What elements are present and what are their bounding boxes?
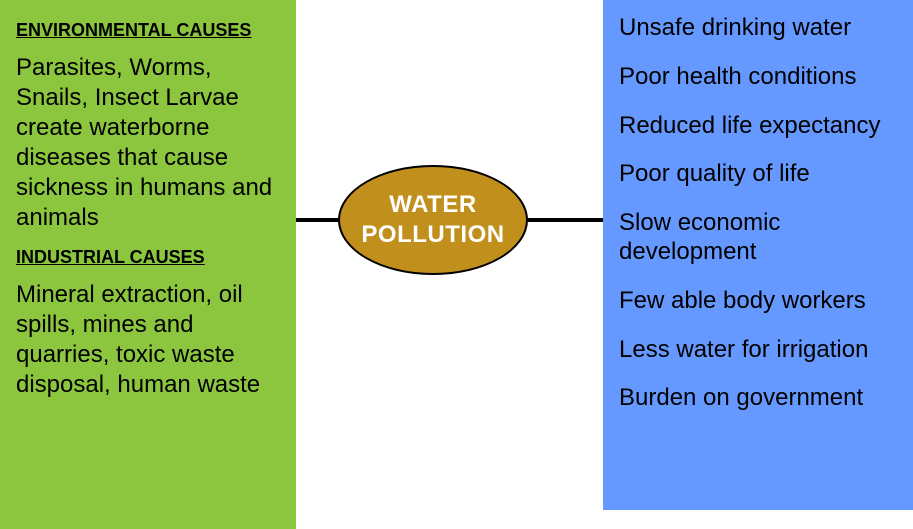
connector-left <box>296 218 344 222</box>
effect-item: Reduced life expectancy <box>619 112 897 141</box>
center-topic-oval: WATER POLLUTION <box>338 165 528 275</box>
effect-item: Unsafe drinking water <box>619 14 897 43</box>
connector-right <box>520 218 603 222</box>
effect-item: Less water for irrigation <box>619 336 897 365</box>
effects-panel: Unsafe drinking water Poor health condit… <box>603 0 913 510</box>
effect-item: Poor health conditions <box>619 63 897 92</box>
center-topic-label: WATER POLLUTION <box>361 190 504 250</box>
center-topic-line2: POLLUTION <box>361 221 504 248</box>
effect-item: Burden on government <box>619 384 897 413</box>
effect-item: Poor quality of life <box>619 160 897 189</box>
environmental-causes-heading: ENVIRONMENTAL CAUSES <box>16 20 280 41</box>
industrial-causes-heading: INDUSTRIAL CAUSES <box>16 247 280 268</box>
effect-item: Few able body workers <box>619 287 897 316</box>
center-topic-line1: WATER <box>389 191 476 218</box>
industrial-causes-body: Mineral extraction, oil spills, mines an… <box>16 280 280 400</box>
environmental-causes-body: Parasites, Worms, Snails, Insect Larvae … <box>16 53 280 233</box>
effect-item: Slow economic development <box>619 209 897 267</box>
causes-panel: ENVIRONMENTAL CAUSES Parasites, Worms, S… <box>0 0 296 529</box>
